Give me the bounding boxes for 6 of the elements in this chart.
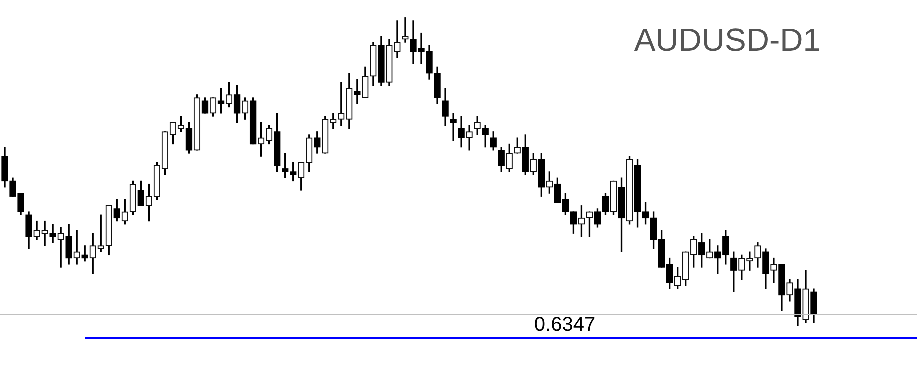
chart-title: AUDUSD-D1 [634,22,821,59]
annotation: 0.6347 [534,314,596,336]
candlestick [394,20,401,58]
candlestick [450,113,457,142]
candlestick [50,224,56,244]
candlestick [354,79,361,104]
